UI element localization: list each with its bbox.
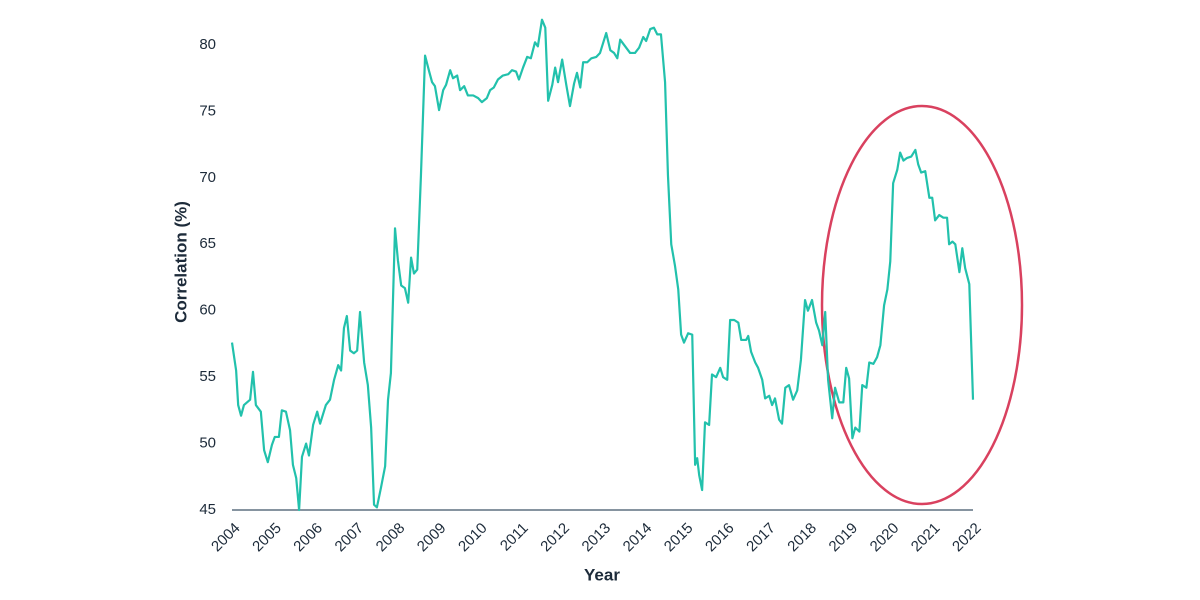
y-tick-label: 75 (199, 102, 216, 119)
x-tick-label: 2021 (908, 520, 944, 556)
x-tick-label: 2015 (661, 520, 697, 556)
y-tick-label: 65 (199, 235, 216, 252)
y-axis-title: Correlation (%) (171, 201, 190, 323)
x-tick-label: 2014 (620, 520, 656, 556)
x-tick-label: 2009 (414, 520, 450, 556)
x-tick-label: 2004 (208, 520, 244, 556)
x-tick-label: 2017 (743, 520, 779, 556)
y-tick-label: 50 (199, 435, 216, 452)
data-line (230, 18, 975, 512)
y-tick-label: 45 (199, 501, 216, 518)
x-tick-label: 2011 (497, 520, 532, 555)
highlight-ellipse (820, 104, 1024, 506)
x-tick-label: 2019 (826, 520, 862, 556)
x-tick-label: 2012 (537, 520, 573, 556)
x-tick-label: 2007 (332, 520, 368, 556)
x-tick-label: 2020 (867, 520, 903, 556)
x-tick-label: 2005 (249, 520, 285, 556)
x-axis-title: Year (584, 565, 620, 584)
x-tick-label: 2016 (702, 520, 738, 556)
y-tick-label: 70 (199, 169, 216, 186)
y-tick-label: 60 (199, 302, 216, 319)
x-tick-label: 2018 (784, 520, 820, 556)
x-tick-label: 2006 (290, 520, 326, 556)
x-tick-label: 2013 (579, 520, 615, 556)
x-tick-label: 2008 (373, 520, 409, 556)
y-tick-label: 55 (199, 368, 216, 385)
x-tick-label: 2010 (455, 520, 491, 556)
x-tick-label: 2022 (949, 520, 985, 556)
y-tick-label: 80 (199, 36, 216, 53)
